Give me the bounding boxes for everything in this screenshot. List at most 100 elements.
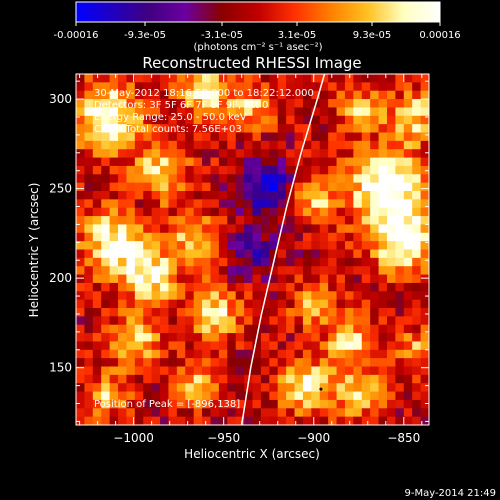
heatmap-cell xyxy=(92,191,102,200)
heatmap-cell xyxy=(286,374,296,384)
heatmap-cell xyxy=(386,316,396,326)
heatmap-cell xyxy=(353,291,363,301)
heatmap-cell xyxy=(319,241,329,251)
heatmap-cell xyxy=(269,82,279,92)
heatmap-cell xyxy=(92,266,102,276)
heatmap-cell xyxy=(412,416,422,425)
heatmap-cell xyxy=(176,299,186,309)
heatmap-cell xyxy=(302,232,312,242)
heatmap-cell xyxy=(319,216,329,226)
heatmap-cell xyxy=(210,165,220,175)
heatmap-cell xyxy=(126,266,136,276)
heatmap-cell xyxy=(185,308,195,317)
heatmap-cell xyxy=(302,224,312,234)
heatmap-cell xyxy=(370,358,380,368)
heatmap-cell xyxy=(294,257,304,267)
heatmap-cell xyxy=(353,241,363,251)
heatmap-cell xyxy=(185,224,195,234)
heatmap-cell xyxy=(378,249,388,259)
heatmap-cell xyxy=(395,383,405,393)
heatmap-cell xyxy=(227,149,237,159)
heatmap-cell xyxy=(109,199,119,209)
heatmap-cell xyxy=(294,99,304,109)
heatmap-cell xyxy=(160,199,170,209)
heatmap-cell xyxy=(311,358,321,368)
heatmap-cell xyxy=(370,140,380,150)
heatmap-cell xyxy=(277,282,287,292)
heatmap-cell xyxy=(92,282,102,292)
heatmap-cell xyxy=(210,324,220,334)
heatmap-cell xyxy=(143,207,153,217)
heatmap-cell xyxy=(378,99,388,109)
heatmap-cell xyxy=(134,358,144,368)
heatmap-cell xyxy=(336,207,346,217)
heatmap-cell xyxy=(370,182,380,192)
heatmap-cell xyxy=(160,416,170,425)
info-block: 30-May-2012 18:16:58.000 to 18:22:12.000… xyxy=(94,88,314,135)
heatmap-cell xyxy=(168,115,178,125)
heatmap-cell xyxy=(370,333,380,343)
heatmap-cell xyxy=(101,282,111,292)
heatmap-cell xyxy=(252,74,262,83)
heatmap-cell xyxy=(269,232,279,242)
heatmap-cell xyxy=(302,266,312,276)
heatmap-cell xyxy=(336,358,346,368)
heatmap-cell xyxy=(176,115,186,125)
heatmap-cell xyxy=(218,241,228,251)
heatmap-cell xyxy=(126,249,136,259)
heatmap-cell xyxy=(244,107,254,117)
heatmap-cell xyxy=(244,165,254,175)
heatmap-cell xyxy=(151,140,161,150)
heatmap-cell xyxy=(151,207,161,217)
heatmap-cell xyxy=(176,241,186,251)
heatmap-cell xyxy=(286,174,296,184)
heatmap-cell xyxy=(370,399,380,409)
heatmap-cell xyxy=(84,274,94,284)
heatmap-cell xyxy=(76,291,85,301)
heatmap-cell xyxy=(76,107,85,117)
heatmap-cell xyxy=(176,249,186,259)
heatmap-cell xyxy=(210,216,220,226)
heatmap-cell xyxy=(193,199,203,209)
heatmap-cell xyxy=(92,324,102,334)
heatmap-cell xyxy=(109,232,119,242)
heatmap-cell xyxy=(412,124,422,134)
heatmap-cell xyxy=(277,333,287,343)
heatmap-cell xyxy=(84,358,94,368)
heatmap-cell xyxy=(160,182,170,192)
heatmap-cell xyxy=(252,391,262,401)
heatmap-cell xyxy=(252,374,262,384)
heatmap-cell xyxy=(168,374,178,384)
heatmap-cell xyxy=(286,207,296,217)
heatmap-cell xyxy=(76,249,85,259)
heatmap-cell xyxy=(252,140,262,150)
heatmap-cell xyxy=(235,224,245,234)
heatmap-cell xyxy=(412,90,422,100)
heatmap-cell xyxy=(193,174,203,184)
heatmap-cell xyxy=(302,308,312,317)
heatmap-cell xyxy=(143,333,153,343)
heatmap-cell xyxy=(311,308,321,317)
heatmap-cell xyxy=(252,216,262,226)
heatmap-cell xyxy=(134,165,144,175)
heatmap-cell xyxy=(269,316,279,326)
heatmap-cell xyxy=(302,391,312,401)
heatmap-cell xyxy=(294,349,304,359)
heatmap-cell xyxy=(210,416,220,425)
heatmap-cell xyxy=(92,274,102,284)
heatmap-cell xyxy=(168,74,178,83)
heatmap-cell xyxy=(143,358,153,368)
heatmap-cell xyxy=(126,308,136,317)
heatmap-cell xyxy=(143,374,153,384)
heatmap-cell xyxy=(151,165,161,175)
heatmap-cell xyxy=(412,207,422,217)
heatmap-cell xyxy=(386,216,396,226)
heatmap-cell xyxy=(118,191,128,200)
heatmap-cell xyxy=(176,182,186,192)
heatmap-cell xyxy=(294,416,304,425)
heatmap-cell xyxy=(277,358,287,368)
colorbar-tick-label: 0.00016 xyxy=(419,30,460,41)
heatmap-cell xyxy=(126,149,136,159)
heatmap-cell xyxy=(344,232,354,242)
heatmap-cell xyxy=(277,82,287,92)
